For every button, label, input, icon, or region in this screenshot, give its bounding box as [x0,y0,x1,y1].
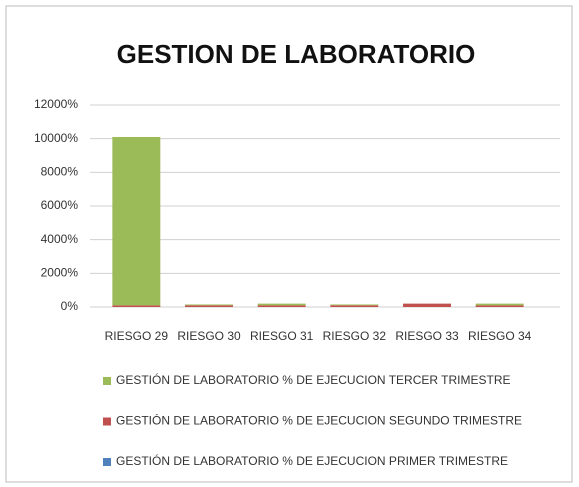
legend-label: GESTIÓN DE LABORATORIO % DE EJECUCION TE… [116,372,511,387]
bar-segment [257,303,306,306]
y-tick-label: 2000% [41,266,79,280]
legend-label: GESTIÓN DE LABORATORIO % DE EJECUCION PR… [116,453,508,468]
chart-border [5,5,573,483]
y-tick-label: 10000% [34,131,78,145]
y-tick-label: 8000% [41,165,79,179]
x-tick-label: RIESGO 32 [323,329,387,343]
bar-segment [112,136,161,306]
bar-segment [257,305,306,307]
legend-label: GESTIÓN DE LABORATORIO % DE EJECUCION SE… [116,413,522,428]
bar-segment [330,305,379,307]
bar-segment [112,305,161,307]
legend-swatch [103,458,111,466]
x-tick-label: RIESGO 29 [105,329,169,343]
bar-segment [185,304,233,306]
y-tick-label: 12000% [34,97,78,111]
bar-segment [403,303,451,307]
x-tick-label: RIESGO 33 [395,329,459,343]
y-tick-label: 6000% [41,198,79,212]
chart-title: GESTION DE LABORATORIO [117,39,476,69]
bar-segment [330,304,379,306]
y-tick-label: 0% [61,299,79,313]
x-tick-label: RIESGO 34 [468,329,532,343]
x-tick-label: RIESGO 30 [177,329,241,343]
y-tick-label: 4000% [41,232,79,246]
legend-swatch [103,377,111,385]
legend-swatch [103,417,111,426]
x-tick-label: RIESGO 31 [250,329,314,343]
bar-segment [185,305,233,307]
bar-segment [475,305,524,307]
bar-segment [475,303,524,306]
